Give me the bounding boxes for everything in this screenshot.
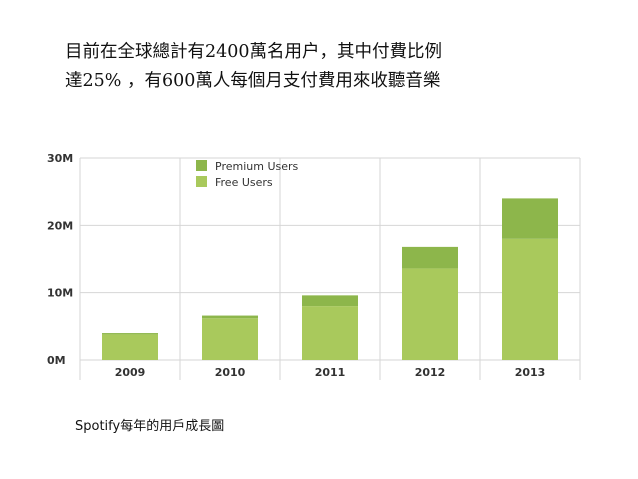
headline-line-1: 目前在全球總計有2400萬名用户，其中付費比例 xyxy=(65,42,443,62)
headline-line-2: 達25% ，有600萬人每個月支付費用來收聽音樂 xyxy=(65,71,441,91)
bar-free-users xyxy=(302,306,358,360)
x-tick-label: 2009 xyxy=(115,366,146,379)
bar-premium-users xyxy=(202,315,258,319)
y-tick-label: 30M xyxy=(47,152,73,165)
x-tick-label: 2010 xyxy=(215,366,246,379)
y-tick-label: 0M xyxy=(47,354,66,367)
headline: 目前在全球總計有2400萬名用户，其中付費比例 達25% ，有600萬人每個月支… xyxy=(65,38,442,96)
bar-premium-users xyxy=(402,246,458,269)
x-tick-label: 2012 xyxy=(415,366,446,379)
legend-label: Premium Users xyxy=(215,160,299,173)
x-tick-label: 2013 xyxy=(515,366,546,379)
y-tick-label: 10M xyxy=(47,287,73,300)
bar-premium-users xyxy=(102,333,158,335)
y-tick-label: 20M xyxy=(47,219,73,232)
bar-free-users xyxy=(202,318,258,360)
bar-free-users xyxy=(502,238,558,360)
chart-caption: Spotify每年的用戶成長圖 xyxy=(75,419,225,434)
legend-label: Free Users xyxy=(215,176,273,189)
x-tick-label: 2011 xyxy=(315,366,346,379)
legend-swatch xyxy=(196,176,207,187)
legend-swatch xyxy=(196,160,207,171)
users-growth-chart: 0M 10M 20M 30M 2009 2010 2011 2012 2013 Premium U… xyxy=(47,152,581,380)
bar-free-users xyxy=(102,334,158,360)
bar-free-users xyxy=(402,268,458,360)
bar-premium-users xyxy=(502,198,558,239)
bar-premium-users xyxy=(302,295,358,307)
